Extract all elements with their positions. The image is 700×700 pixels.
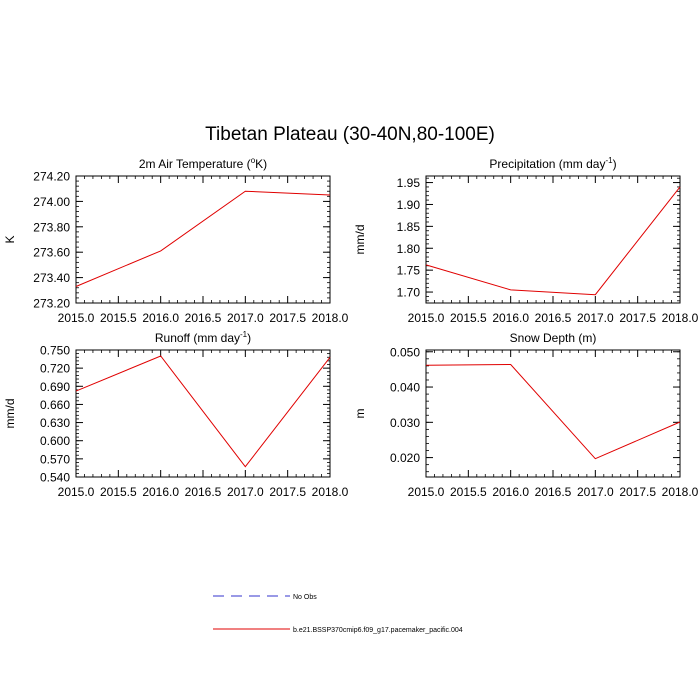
x-tick-label: 2015.5 bbox=[100, 485, 137, 499]
y-tick-label: 0.050 bbox=[390, 345, 420, 359]
series-line-snow-depth bbox=[425, 363, 681, 460]
y-tick-label: 274.00 bbox=[33, 195, 70, 209]
panel-title: Runoff (mm day-1) bbox=[155, 330, 251, 345]
panel-title: Precipitation (mm day-1) bbox=[489, 156, 616, 171]
panel-title-sup: -1 bbox=[240, 330, 248, 339]
series-line-runoff bbox=[75, 355, 331, 468]
x-tick-label: 2015.0 bbox=[408, 311, 445, 325]
y-tick-label: 1.90 bbox=[397, 198, 421, 212]
y-tick-label: 0.020 bbox=[390, 451, 420, 465]
panel-title-main: Runoff (mm day bbox=[155, 331, 240, 345]
x-tick-label: 2018.0 bbox=[662, 485, 699, 499]
figure-title: Tibetan Plateau (30-40N,80-100E) bbox=[205, 124, 495, 145]
x-tick-label: 2016.0 bbox=[492, 485, 529, 499]
panel-title-sup: -1 bbox=[605, 156, 613, 165]
panel-temperature: 2m Air Temperature (oK) K 274.20 274.00 273.… bbox=[3, 156, 349, 325]
y-tick-label: 0.660 bbox=[40, 398, 70, 412]
y-tick-label: 0.720 bbox=[40, 362, 70, 376]
x-tick-label: 2016.5 bbox=[185, 311, 222, 325]
panels: 2m Air Temperature (oK) K 274.20 274.00 273.… bbox=[3, 156, 699, 499]
legend-obs-label: No Obs bbox=[293, 594, 317, 601]
panel-runoff: Runoff (mm day-1) mm/d 0.750 0.720 0.690 0.66… bbox=[3, 330, 349, 499]
x-tick-label: 2015.5 bbox=[100, 311, 137, 325]
x-tick-label: 2016.0 bbox=[142, 311, 179, 325]
x-tick-label: 2015.0 bbox=[58, 485, 95, 499]
y-tick-label: 0.750 bbox=[40, 344, 70, 358]
x-tick-label: 2017.5 bbox=[619, 485, 656, 499]
y-tick-label: 273.80 bbox=[33, 220, 70, 234]
y-tick-label: 1.75 bbox=[397, 264, 421, 278]
x-tick-label: 2016.5 bbox=[535, 311, 572, 325]
y-tick-label: 0.570 bbox=[40, 452, 70, 466]
y-tick-label: 0.690 bbox=[40, 380, 70, 394]
x-tick-label: 2017.0 bbox=[227, 311, 264, 325]
y-tick-label: 0.540 bbox=[40, 471, 70, 485]
panel-title: Snow Depth (m) bbox=[510, 331, 597, 345]
y-tick-label: 1.70 bbox=[397, 286, 421, 300]
y-axis-label: K bbox=[3, 235, 17, 243]
panel-title-main: Snow Depth (m) bbox=[510, 331, 597, 345]
panel-title-tail: K) bbox=[255, 157, 267, 171]
x-tick-label: 2016.0 bbox=[142, 485, 179, 499]
panel-title-tail: ) bbox=[613, 157, 617, 171]
x-tick-label: 2017.0 bbox=[227, 485, 264, 499]
x-tick-label: 2015.0 bbox=[408, 485, 445, 499]
plot-frame bbox=[425, 349, 681, 478]
y-tick-label: 273.20 bbox=[33, 297, 70, 311]
y-tick-label: 0.630 bbox=[40, 416, 70, 430]
x-tick-label: 2016.0 bbox=[492, 311, 529, 325]
x-tick-label: 2018.0 bbox=[312, 485, 349, 499]
y-tick-label: 0.040 bbox=[390, 381, 420, 395]
x-tick-label: 2018.0 bbox=[312, 311, 349, 325]
panel-title-sup: o bbox=[251, 156, 256, 165]
x-tick-label: 2017.5 bbox=[619, 311, 656, 325]
y-axis-label: mm/d bbox=[353, 225, 367, 255]
y-tick-label: 0.600 bbox=[40, 434, 70, 448]
y-axis-label: mm/d bbox=[3, 399, 17, 429]
plot-frame bbox=[75, 175, 331, 304]
x-tick-label: 2017.5 bbox=[269, 311, 306, 325]
y-tick-label: 273.40 bbox=[33, 271, 70, 285]
y-tick-label: 274.20 bbox=[33, 170, 70, 184]
panel-snow-depth: Snow Depth (m) m 0.050 0.040 0.030 0.020 2015.… bbox=[353, 331, 699, 499]
panel-title: 2m Air Temperature (oK) bbox=[139, 156, 267, 171]
y-tick-label: 0.030 bbox=[390, 416, 420, 430]
y-tick-label: 273.60 bbox=[33, 246, 70, 260]
x-tick-label: 2018.0 bbox=[662, 311, 699, 325]
panel-title-main: Precipitation (mm day bbox=[489, 157, 605, 171]
panel-precipitation: Precipitation (mm day-1) mm/d 1.95 1.90 1.85… bbox=[353, 156, 699, 325]
panel-title-tail: ) bbox=[247, 331, 251, 345]
x-tick-label: 2017.0 bbox=[577, 485, 614, 499]
plot-frame bbox=[425, 175, 681, 304]
y-axis-label: m bbox=[353, 409, 367, 419]
panel-title-main: 2m Air Temperature ( bbox=[139, 157, 251, 171]
x-tick-label: 2017.5 bbox=[269, 485, 306, 499]
plot-frame bbox=[75, 349, 331, 478]
x-tick-label: 2016.5 bbox=[535, 485, 572, 499]
y-tick-label: 1.85 bbox=[397, 220, 421, 234]
series-line-temperature bbox=[75, 190, 331, 287]
series-line-precipitation bbox=[425, 186, 681, 296]
x-tick-label: 2015.5 bbox=[450, 311, 487, 325]
legend: No Obs b.e21.BSSP370cmip6.f09_g17.pacema… bbox=[213, 594, 463, 634]
x-tick-label: 2016.5 bbox=[185, 485, 222, 499]
x-tick-label: 2015.0 bbox=[58, 311, 95, 325]
y-tick-label: 1.80 bbox=[397, 242, 421, 256]
x-tick-label: 2015.5 bbox=[450, 485, 487, 499]
x-tick-label: 2017.0 bbox=[577, 311, 614, 325]
legend-model-label: b.e21.BSSP370cmip6.f09_g17.pacemaker_pac… bbox=[293, 627, 463, 634]
y-tick-label: 1.95 bbox=[397, 176, 421, 190]
